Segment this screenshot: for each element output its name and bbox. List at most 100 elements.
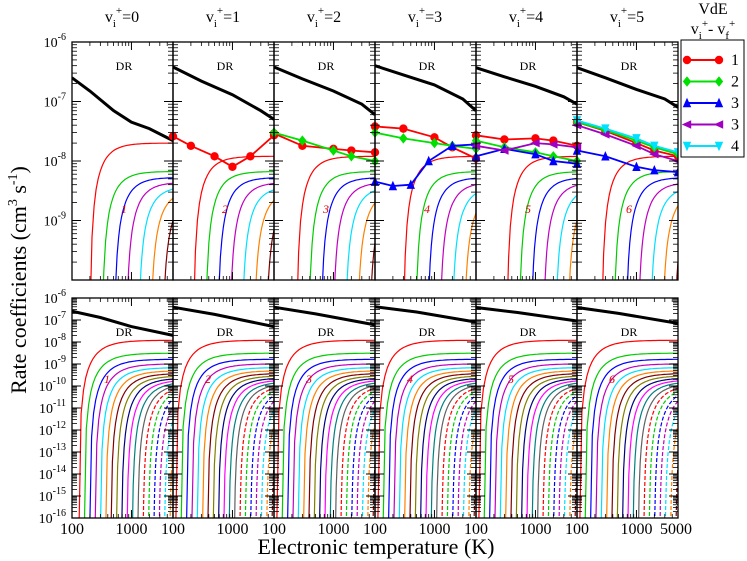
state-curve-bottom-p1-c15 [255,400,275,518]
state-curve-bottom-p2-c7 [313,375,375,518]
vde-marker-p3-s0-1 [399,124,408,133]
ytick-label-bottom-4: 10-12 [39,420,66,439]
state-curve-bottom-p5-c15 [659,400,678,518]
vde-marker-p5-s4-1 [601,124,610,134]
ytick-label-top-3: 10-7 [44,92,66,111]
state-curve-top-p1-c0 [193,155,274,280]
dr-curve-bottom-1 [172,305,275,329]
state-curve-bottom-p3-c5 [404,370,477,518]
panel-title-2: vi+=2 [307,5,341,30]
state-curve-bottom-p3-c11 [436,385,477,518]
state-curve-bottom-p1-c14 [250,395,275,518]
state-curve-bottom-p0-c1 [83,352,173,518]
vde-marker-p3-s2-1 [388,180,398,191]
state-curve-bottom-p0-c3 [94,363,173,518]
legend-subtitle: vi+- vf+ [691,18,736,42]
state-curve-top-p5-c2 [627,177,678,280]
state-curve-top-p0-c4 [139,188,174,280]
annotation-top-1: 2 [222,202,228,216]
dr-label-top-0: DR [116,59,133,73]
annotation-bottom-5: 6 [609,372,615,386]
dr-curve-bottom-3 [374,305,477,324]
state-curve-bottom-p4-c3 [494,363,577,518]
state-curve-bottom-p4-c14 [553,395,578,518]
vde-marker-p2-s1-3 [347,151,356,162]
state-curve-bottom-p1-c6 [207,373,275,518]
state-curve-bottom-p5-c12 [643,387,678,518]
vde-marker-p4-s2-3 [549,155,558,166]
dr-curve-bottom-2 [273,305,376,327]
legend-marker-right-2 [714,97,724,108]
dr-label-top-5: DR [621,59,638,73]
annotation-top-2: 3 [322,202,329,216]
dr-label-bottom-2: DR [318,325,335,339]
state-curve-top-p4-c2 [532,177,578,280]
state-curve-bottom-p0-c7 [116,375,174,518]
legend-marker-right-1 [714,76,724,87]
state-curve-bottom-p0-c8 [121,378,174,518]
vde-marker-p5-s4-3 [650,141,659,152]
state-curve-bottom-p1-c8 [218,378,275,518]
state-curve-top-p2-c3 [334,183,376,280]
legend-title: VdE [698,1,727,18]
state-curve-top-p2-c0 [297,155,376,280]
vde-line-p3-s2 [374,143,477,187]
dr-curve-top-1 [172,65,275,121]
dr-label-bottom-1: DR [217,325,234,339]
xtick-label-p4-0: 100 [464,521,488,538]
vde-marker-p5-s4-2 [632,134,641,144]
state-curve-bottom-p3-c1 [382,352,476,518]
state-curve-bottom-p1-c5 [202,370,275,518]
vde-marker-p2-s0-3 [347,146,356,155]
state-curve-top-p2-c5 [358,202,376,280]
state-curve-bottom-p1-c11 [234,385,275,518]
state-curve-bottom-p1-c9 [223,380,275,518]
xtick-label-p4-1: 1000 [519,521,551,538]
vde-marker-p5-s2-3 [650,165,659,175]
xtick-label-p2-0: 100 [262,521,286,538]
state-curve-bottom-p0-c4 [100,367,173,518]
state-curve-bottom-p4-c9 [526,380,578,518]
dr-label-top-2: DR [318,59,335,73]
state-curve-bottom-p5-c11 [638,385,678,518]
state-curve-bottom-p2-c12 [340,387,376,518]
state-curve-bottom-p4-c4 [499,367,578,518]
state-curve-bottom-p5-c14 [654,395,678,518]
annotation-top-3: 4 [424,202,430,216]
state-curve-bottom-p2-c15 [356,400,376,518]
vde-line-p4-s1 [475,139,578,162]
state-curve-bottom-p3-c0 [377,339,476,518]
state-curve-bottom-p0-c0 [78,339,173,518]
state-curve-top-p0-c5 [152,197,174,280]
xtick-label-p2-1: 1000 [317,521,349,538]
state-curve-bottom-p3-c13 [446,390,477,518]
state-curve-top-p4-c5 [569,220,578,280]
annotation-bottom-2: 3 [305,372,312,386]
panel-title-5: vi+=5 [610,5,644,30]
state-curve-bottom-p2-c0 [276,339,375,518]
state-curve-bottom-p4-c8 [521,378,578,518]
vde-marker-p2-s1-1 [298,135,307,146]
state-curve-bottom-p3-c15 [457,400,477,518]
state-curve-bottom-p2-c2 [287,358,375,518]
state-curve-bottom-p1-c10 [228,382,275,518]
top-panel-frame-3 [374,41,477,281]
state-curve-bottom-p0-c9 [126,380,174,518]
dr-curve-top-3 [374,64,477,112]
vde-line-p5-s1 [576,121,678,156]
state-curve-top-p4-c3 [544,184,578,280]
xtick-label-p0-1: 1000 [115,521,147,538]
dr-label-bottom-3: DR [419,325,436,339]
state-curve-top-p2-c6 [371,242,376,280]
dr-label-bottom-4: DR [520,325,537,339]
vde-marker-p1-s0-1 [186,141,196,151]
state-curve-bottom-p5-c3 [595,363,678,518]
dr-curve-top-4 [475,66,578,106]
state-curve-top-p5-c0 [602,155,678,280]
state-curve-bottom-p2-c8 [319,378,376,518]
state-curve-bottom-p2-c3 [292,363,375,518]
state-curve-bottom-p0-c12 [142,389,174,518]
y-axis-label: Rate coefficients (cm3 s-1) [6,166,31,394]
state-curve-bottom-p1-c0 [175,339,274,518]
ytick-label-top-2: 10-8 [44,151,66,170]
